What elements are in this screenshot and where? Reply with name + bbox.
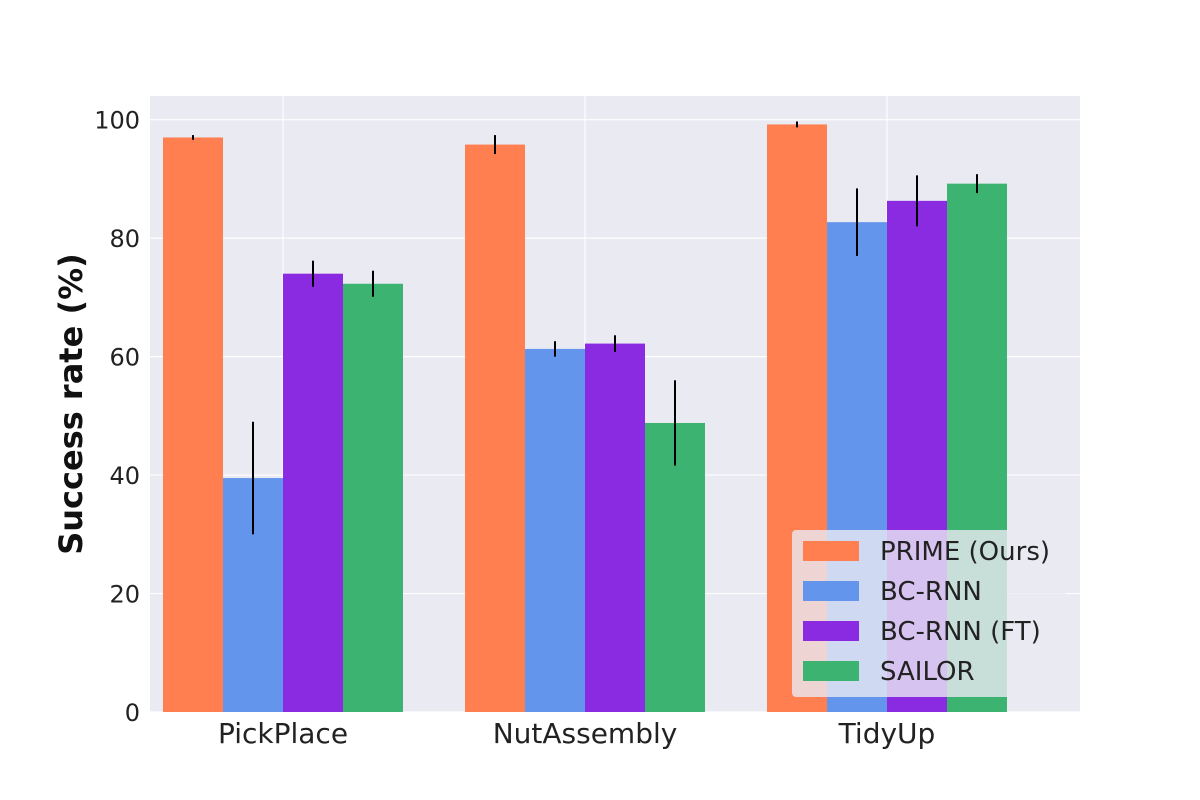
legend-label: BC-RNN (880, 577, 982, 607)
y-tick-label: 80 (109, 225, 140, 253)
x-tick-label: NutAssembly (493, 717, 678, 750)
bar-bc-rnn-ft (585, 343, 645, 712)
error-bars (192, 121, 978, 535)
legend-swatch (803, 581, 859, 601)
y-tick-label: 20 (109, 581, 140, 609)
legend-swatch (803, 621, 859, 641)
y-tick-label: 60 (109, 344, 140, 372)
legend-swatch (803, 661, 859, 681)
legend-label: SAILOR (880, 657, 975, 687)
legend: PRIME (Ours) BC-RNN BC-RNN (FT) SAILOR (792, 530, 1066, 697)
x-tick-label: PickPlace (218, 717, 348, 750)
y-tick-label: 40 (109, 462, 140, 490)
bar-prime-ours (465, 144, 525, 713)
bar-prime-ours (163, 137, 223, 712)
y-tick-label: 0 (125, 699, 140, 727)
legend-label: BC-RNN (FT) (880, 617, 1041, 647)
legend-box (792, 530, 1066, 697)
y-tick-labels: 0 20 40 60 80 100 (94, 107, 140, 727)
x-tick-label: TidyUp (838, 717, 936, 750)
bar-bc-rnn-ft (283, 273, 343, 712)
x-tick-labels: PickPlace NutAssembly TidyUp (218, 717, 935, 750)
legend-label: PRIME (Ours) (880, 537, 1050, 567)
legend-swatch (803, 541, 859, 561)
bar-sailor (645, 422, 705, 712)
bar-sailor (343, 283, 403, 712)
y-axis-title: Success rate (%) (52, 253, 90, 555)
y-tick-label: 100 (94, 107, 140, 135)
bar-bc-rnn (525, 348, 585, 712)
